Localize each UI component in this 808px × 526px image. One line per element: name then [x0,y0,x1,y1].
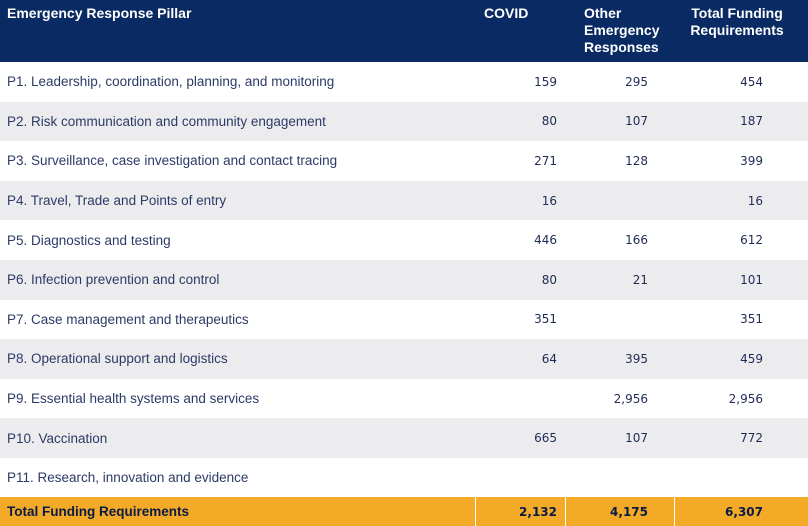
totals-other: 4,175 [565,497,674,526]
totals-total: 6,307 [674,497,808,526]
totals-covid: 2,132 [475,497,565,526]
row-total-cell: 351 [740,312,763,327]
row-covid-cell: 351 [534,312,557,327]
row-total-cell: 459 [740,351,763,366]
row-covid-cell: 64 [541,351,557,366]
funding-table: Emergency Response Pillar COVID Other Em… [0,0,808,498]
row-covid-cell: 16 [541,193,557,208]
row-total-cell: 772 [740,431,763,446]
row-total-cell: 101 [740,272,763,287]
row-total-cell: 454 [740,74,763,89]
row-other-cell: 107 [625,114,648,129]
row-other-cell: 21 [632,272,648,287]
row-pillar-cell: P3. Surveillance, case investigation and… [7,153,338,169]
header-pillar: Emergency Response Pillar [7,5,192,21]
table-row: P3. Surveillance, case investigation and… [0,141,808,181]
row-other-cell: 395 [625,351,648,366]
row-other-cell: 107 [625,431,648,446]
row-other-cell: 128 [625,153,648,168]
row-pillar-cell: P8. Operational support and logistics [7,351,228,367]
totals-row: Total Funding Requirements 2,132 4,175 6… [0,497,808,526]
totals-label: Total Funding Requirements [7,504,189,519]
table-row: P11. Research, innovation and evidence [0,458,808,498]
row-pillar-cell: P10. Vaccination [7,430,108,446]
row-total-cell: 16 [747,193,763,208]
row-pillar-cell: P2. Risk communication and community eng… [7,113,326,129]
row-total-cell: 612 [740,233,763,248]
row-pillar-cell: P5. Diagnostics and testing [7,232,171,248]
header-covid: COVID [484,5,529,21]
row-other-cell: 295 [625,74,648,89]
table-row: P1. Leadership, coordination, planning, … [0,62,808,102]
row-total-cell: 399 [740,153,763,168]
row-covid-cell: 665 [534,431,557,446]
table-header-row: Emergency Response Pillar COVID Other Em… [0,0,808,62]
row-covid-cell: 80 [541,272,557,287]
row-pillar-cell: P7. Case management and therapeutics [7,311,249,327]
row-other-cell: 166 [625,233,648,248]
table-row: P4. Travel, Trade and Points of entry 16 1… [0,180,808,221]
table-row: P8. Operational support and logistics 64 3… [0,339,808,379]
header-total: Total Funding Requirements [690,5,784,38]
table-body: P1. Leadership, coordination, planning, … [0,62,808,498]
row-other-cell: 2,956 [613,391,648,406]
row-pillar-cell: P9. Essential health systems and service… [7,391,260,407]
table-row: P6. Infection prevention and control 80 21… [0,259,808,300]
row-total-cell: 2,956 [728,391,763,406]
table-row: P9. Essential health systems and service… [0,379,808,419]
row-covid-cell: 80 [541,114,557,129]
row-covid-cell: 159 [534,74,557,89]
table-row: P7. Case management and therapeutics 351 3… [0,300,808,340]
row-pillar-cell: P11. Research, innovation and evidence [7,470,249,486]
row-pillar-cell: P4. Travel, Trade and Points of entry [7,193,227,209]
table-row: P5. Diagnostics and testing 446 166 612 [0,220,808,260]
row-pillar-cell: P1. Leadership, coordination, planning, … [7,74,335,90]
row-pillar-cell: P6. Infection prevention and control [7,272,220,288]
table-row: P10. Vaccination 665 107 772 [0,418,808,458]
row-covid-cell: 446 [534,233,557,248]
row-total-cell: 187 [740,114,763,129]
table-row: P2. Risk communication and community eng… [0,101,808,142]
row-covid-cell: 271 [534,153,557,168]
header-other: Other Emergency Responses [584,5,660,55]
